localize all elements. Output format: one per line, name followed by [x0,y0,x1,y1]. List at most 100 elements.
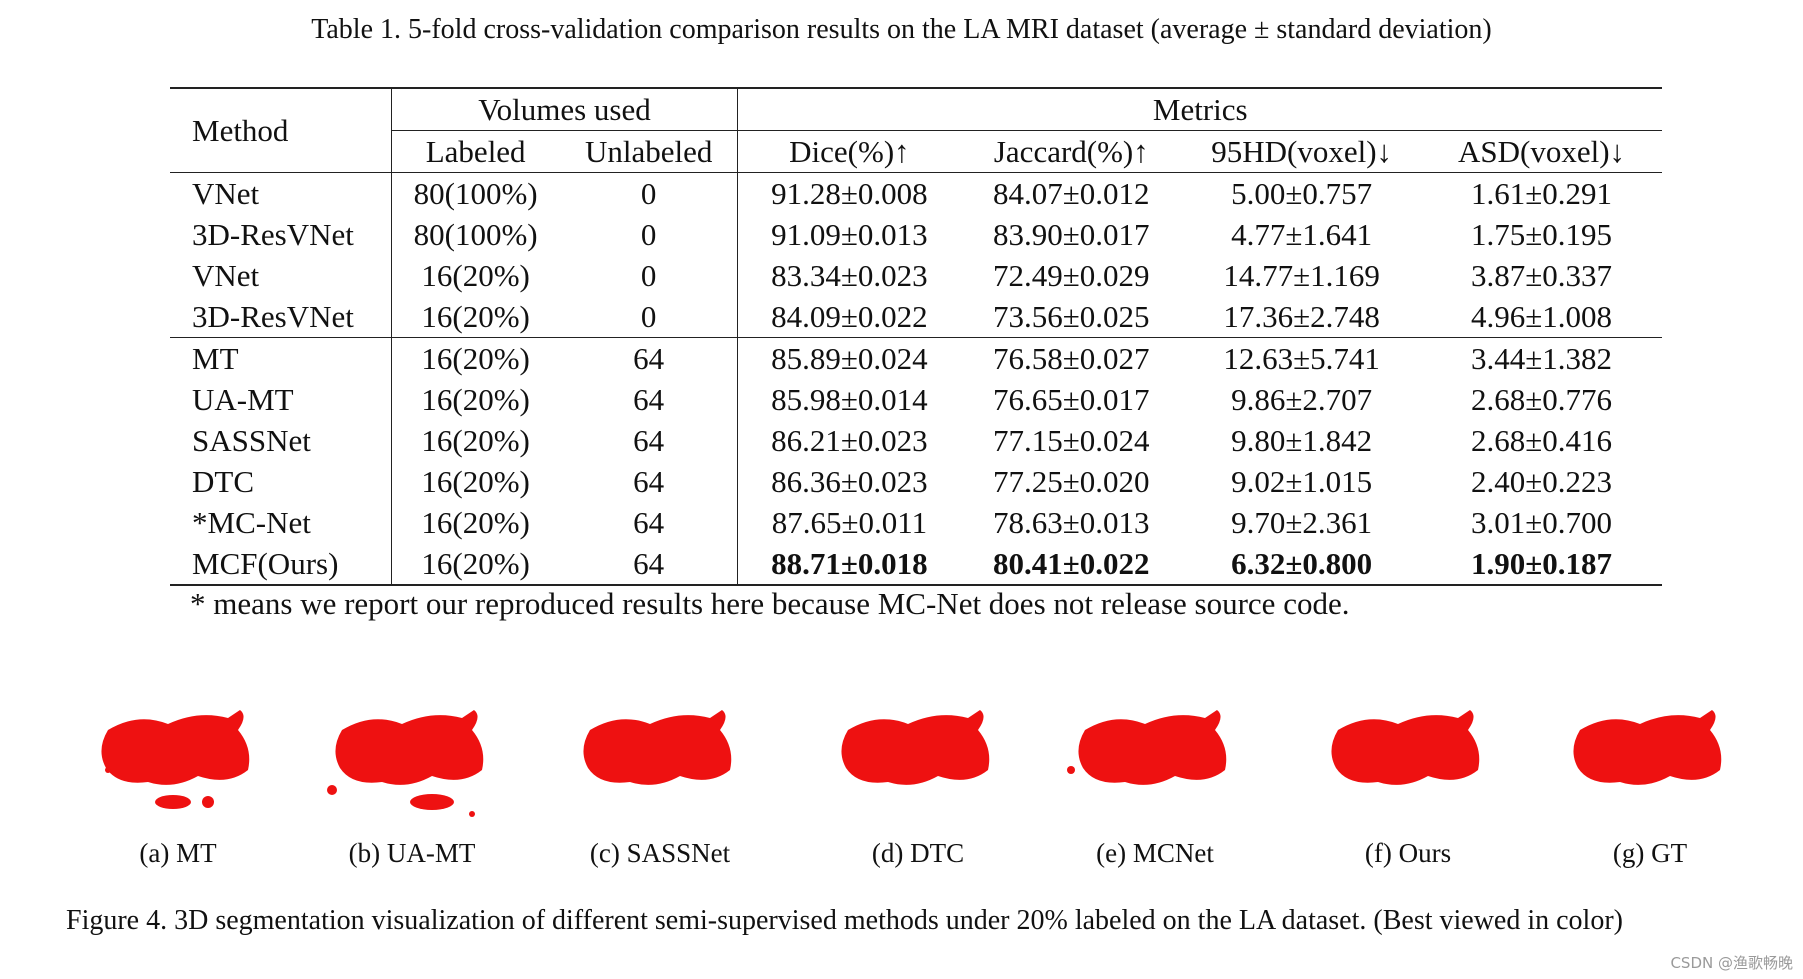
figure-caption: Figure 4. 3D segmentation visualization … [66,905,1623,936]
cell-method: MCF(Ours) [170,543,392,585]
cell-jaccard: 73.56±0.025 [993,298,1150,334]
cell-method: *MC-Net [170,502,392,543]
table-row: MT 16(20%) 64 85.89±0.024 76.58±0.027 12.63±5… [170,337,1662,379]
left-atrium-segmentation-icon [583,710,732,785]
cell-dice: 88.71±0.018 [771,545,928,581]
cell-dice: 84.09±0.022 [771,298,928,334]
panel-label: (f) Ours [1364,838,1452,868]
cell-method: UA-MT [170,379,392,420]
cell-jaccard: 83.90±0.017 [993,216,1150,252]
table-row: VNet 80(100%) 0 91.28±0.008 84.07±0.012 5.00±… [170,172,1662,214]
cell-unlabeled: 0 [559,172,739,214]
cell-unlabeled: 64 [559,337,739,379]
table-caption: Table 1. 5-fold cross-validation compari… [311,14,1492,45]
table-row: 3D-ResVNet 80(100%) 0 91.09±0.013 83.90±0.01… [170,214,1662,255]
cell-jaccard: 80.41±0.022 [993,545,1150,581]
cell-asd: 2.68±0.776 [1471,381,1613,417]
cell-labeled: 16(20%) [421,504,530,540]
cell-labeled: 16(20%) [421,340,530,376]
table-row: 3D-ResVNet 16(20%) 0 84.09±0.022 73.56±0.025… [170,296,1662,338]
cell-labeled: 16(20%) [421,257,530,293]
table-row: UA-MT 16(20%) 64 85.98±0.014 76.65±0.017 9.86… [170,379,1662,420]
header-labeled: Labeled [425,133,526,169]
cell-unlabeled: 0 [559,214,739,255]
cell-jaccard: 76.58±0.027 [993,340,1150,376]
cell-labeled: 16(20%) [421,381,530,417]
table-row: *MC-Net 16(20%) 64 87.65±0.011 78.63±0.013 9.… [170,502,1662,543]
cell-asd: 3.01±0.700 [1471,504,1613,540]
cell-dice: 91.09±0.013 [771,216,928,252]
panel-label: (c) SASSNet [589,838,731,868]
cell-dice: 85.89±0.024 [771,340,928,376]
cell-jaccard: 77.25±0.020 [993,463,1150,499]
cell-method: VNet [170,172,392,214]
left-atrium-segmentation-icon [101,710,250,809]
cell-method: 3D-ResVNet [170,214,392,255]
cell-unlabeled: 64 [559,379,739,420]
table-row: DTC 16(20%) 64 86.36±0.023 77.25±0.020 9.02±1… [170,461,1662,502]
cell-dice: 85.98±0.014 [771,381,928,417]
left-atrium-segmentation-icon [1573,710,1722,785]
segmentation-panel [1550,690,1750,820]
cell-jaccard: 78.63±0.013 [993,504,1150,540]
header-95hd: 95HD(voxel)↓ [1211,133,1393,169]
left-atrium-segmentation-icon [1331,710,1480,785]
cell-unlabeled: 64 [559,543,739,585]
segmentation-panel [1308,690,1508,820]
segmentation-panel [312,690,512,820]
cell-asd: 1.61±0.291 [1471,175,1613,211]
cell-labeled: 80(100%) [413,216,538,252]
cell-method: VNet [170,255,392,296]
cell-asd: 1.90±0.187 [1471,545,1613,581]
panel-label: (a) MT [139,838,217,868]
cell-method: DTC [170,461,392,502]
cell-95hd: 6.32±0.800 [1231,545,1373,581]
panel-label: (g) GT [1612,838,1688,868]
segmentation-panel [818,690,1018,820]
cell-labeled: 16(20%) [421,422,530,458]
cell-95hd: 14.77±1.169 [1223,257,1380,293]
header-unlabeled: Unlabeled [559,130,739,173]
cell-95hd: 12.63±5.741 [1223,340,1380,376]
cell-method: 3D-ResVNet [170,296,392,338]
panel-label: (d) DTC [871,838,965,868]
cell-method: SASSNet [170,420,392,461]
table-row: VNet 16(20%) 0 83.34±0.023 72.49±0.029 14.77±… [170,255,1662,296]
table-row: MCF(Ours) 16(20%) 64 88.71±0.018 80.41±0.022… [170,543,1662,585]
cell-95hd: 5.00±0.757 [1231,175,1373,211]
header-method: Method [170,88,392,173]
cell-asd: 2.40±0.223 [1471,463,1613,499]
table-footnote: * means we report our reproduced results… [190,586,1350,621]
results-table-body: VNet 80(100%) 0 91.28±0.008 84.07±0.012 5.00±… [170,172,1662,585]
segmentation-panel [1055,690,1255,820]
left-atrium-segmentation-icon [1067,710,1227,785]
left-atrium-segmentation-icon [841,710,990,785]
cell-95hd: 9.80±1.842 [1231,422,1373,458]
results-table: Method Volumes used Metrics Labeled Unla… [170,87,1662,586]
segmentation-panel [560,690,760,820]
cell-unlabeled: 64 [559,461,739,502]
cell-95hd: 9.86±2.707 [1231,381,1373,417]
cell-dice: 91.28±0.008 [771,175,928,211]
panel-label: (e) MCNet [1096,838,1214,868]
cell-asd: 2.68±0.416 [1471,422,1613,458]
header-jaccard: Jaccard(%)↑ [993,133,1149,169]
cell-jaccard: 77.15±0.024 [993,422,1150,458]
cell-jaccard: 84.07±0.012 [993,175,1150,211]
cell-asd: 1.75±0.195 [1471,216,1613,252]
cell-dice: 86.21±0.023 [771,422,928,458]
cell-unlabeled: 64 [559,420,739,461]
left-atrium-segmentation-icon [327,710,484,817]
cell-jaccard: 72.49±0.029 [993,257,1150,293]
cell-95hd: 4.77±1.641 [1231,216,1373,252]
segmentation-panel [78,690,278,820]
header-volumes-used: Volumes used [391,88,739,131]
panel-label: (b) UA-MT [348,838,476,868]
cell-labeled: 16(20%) [421,545,530,581]
watermark: CSDN @渔歌畅晚 [1670,954,1793,972]
cell-jaccard: 76.65±0.017 [993,381,1150,417]
cell-unlabeled: 64 [559,502,739,543]
header-metrics: Metrics [737,88,1662,131]
header-asd: ASD(voxel)↓ [1457,133,1626,169]
header-dice: Dice(%)↑ [789,133,910,169]
